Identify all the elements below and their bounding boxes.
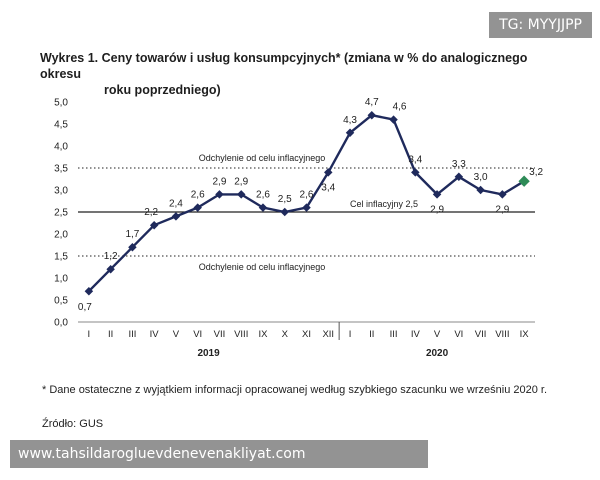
x-tick-label: V — [173, 329, 180, 340]
data-point-marker — [367, 110, 377, 120]
data-point-marker — [84, 286, 94, 296]
y-tick-label: 2,5 — [54, 208, 68, 219]
data-point-marker — [193, 203, 202, 212]
data-label: 3,4 — [408, 154, 422, 165]
data-point-marker — [171, 212, 181, 221]
data-label: 3,4 — [321, 182, 335, 193]
data-point-marker — [280, 207, 289, 217]
x-tick-label: I — [88, 329, 91, 340]
x-tick-label: VI — [454, 329, 463, 340]
data-point-marker — [454, 172, 464, 182]
data-point-marker — [324, 168, 333, 177]
data-label: 2,2 — [144, 207, 158, 218]
deviation-upper-label: Odchylenie od celu inflacyjnego — [199, 153, 326, 163]
data-label: 2,6 — [191, 190, 205, 201]
data-label: 2,6 — [300, 190, 314, 201]
x-tick-label: IX — [520, 329, 530, 340]
deviation-lower-label: Odchylenie od celu inflacyjnego — [199, 262, 326, 272]
website-watermark: www.tahsildarogluevdenevenakliyat.com — [10, 440, 428, 468]
y-tick-label: 3,5 — [54, 164, 68, 175]
data-label: 2,9 — [495, 204, 509, 215]
chart-title-line2: roku poprzedniego) — [104, 83, 221, 97]
data-label: 3,0 — [474, 172, 488, 183]
data-label: 2,6 — [256, 190, 270, 201]
y-tick-label: 4,5 — [54, 120, 68, 131]
inflation-target-label: Cel inflacyjny 2,5 — [350, 199, 418, 209]
data-point-marker — [106, 264, 115, 274]
data-label: 2,9 — [234, 176, 248, 187]
data-point-marker — [302, 203, 311, 212]
x-tick-label: V — [434, 329, 441, 340]
data-label: 2,5 — [278, 194, 292, 205]
chart-title-line1: Wykres 1. Ceny towarów i usług konsumpcy… — [40, 51, 528, 81]
data-point-marker — [345, 128, 355, 138]
x-tick-label: VIII — [495, 329, 509, 340]
data-label: 2,4 — [169, 198, 183, 209]
x-tick-label: XI — [302, 329, 311, 340]
data-label: 2,9 — [212, 176, 226, 187]
data-point-marker — [215, 190, 224, 199]
data-label: 3,2 — [529, 167, 543, 178]
x-tick-label: III — [128, 329, 136, 340]
y-tick-label: 4,0 — [54, 142, 68, 153]
data-label: 2,9 — [430, 204, 444, 215]
data-label: 4,3 — [343, 115, 357, 126]
data-point-marker — [258, 203, 268, 212]
chart-footnote: * Dane ostateczne z wyjątkiem informacji… — [42, 384, 548, 396]
x-tick-label: IX — [258, 329, 268, 340]
x-tick-label: II — [108, 329, 113, 340]
data-label: 4,6 — [393, 102, 407, 113]
x-tick-label: VII — [214, 329, 226, 340]
data-point-marker — [411, 168, 420, 177]
y-tick-label: 2,0 — [54, 230, 68, 241]
data-label: 3,3 — [452, 159, 466, 170]
telegram-tag-overlay: TG: MYYJJPP — [489, 12, 592, 38]
chart-source: Źródło: GUS — [42, 418, 104, 430]
x-tick-label: VIII — [234, 329, 248, 340]
y-tick-label: 0,5 — [54, 296, 68, 307]
data-label: 1,2 — [104, 251, 118, 262]
x-tick-label: X — [282, 329, 289, 340]
data-label: 4,7 — [365, 97, 379, 108]
data-point-marker — [498, 190, 507, 199]
data-point-marker — [389, 115, 398, 124]
chart-title: Wykres 1. Ceny towarów i usług konsumpcy… — [40, 50, 570, 98]
data-point-marker — [128, 242, 137, 252]
data-point-marker — [236, 190, 246, 199]
y-tick-label: 1,5 — [54, 252, 68, 263]
x-tick-label: VI — [193, 329, 202, 340]
x-tick-label: III — [390, 329, 398, 340]
x-tick-label: VII — [475, 329, 487, 340]
data-point-marker — [432, 190, 442, 199]
y-tick-label: 3,0 — [54, 186, 68, 197]
preliminary-point-marker — [518, 175, 530, 187]
x-tick-label: IV — [150, 329, 160, 340]
x-tick-label: IV — [411, 329, 421, 340]
data-point-marker — [476, 185, 485, 195]
y-tick-label: 5,0 — [54, 98, 68, 109]
year-label: 2020 — [426, 348, 449, 359]
data-point-marker — [149, 220, 159, 230]
x-tick-label: XII — [322, 329, 334, 340]
y-tick-label: 1,0 — [54, 274, 68, 285]
data-label: 1,7 — [125, 229, 139, 240]
data-label: 0,7 — [78, 302, 92, 313]
x-tick-label: II — [369, 329, 374, 340]
y-tick-label: 0,0 — [54, 318, 68, 329]
year-label: 2019 — [197, 348, 220, 359]
x-tick-label: I — [349, 329, 352, 340]
